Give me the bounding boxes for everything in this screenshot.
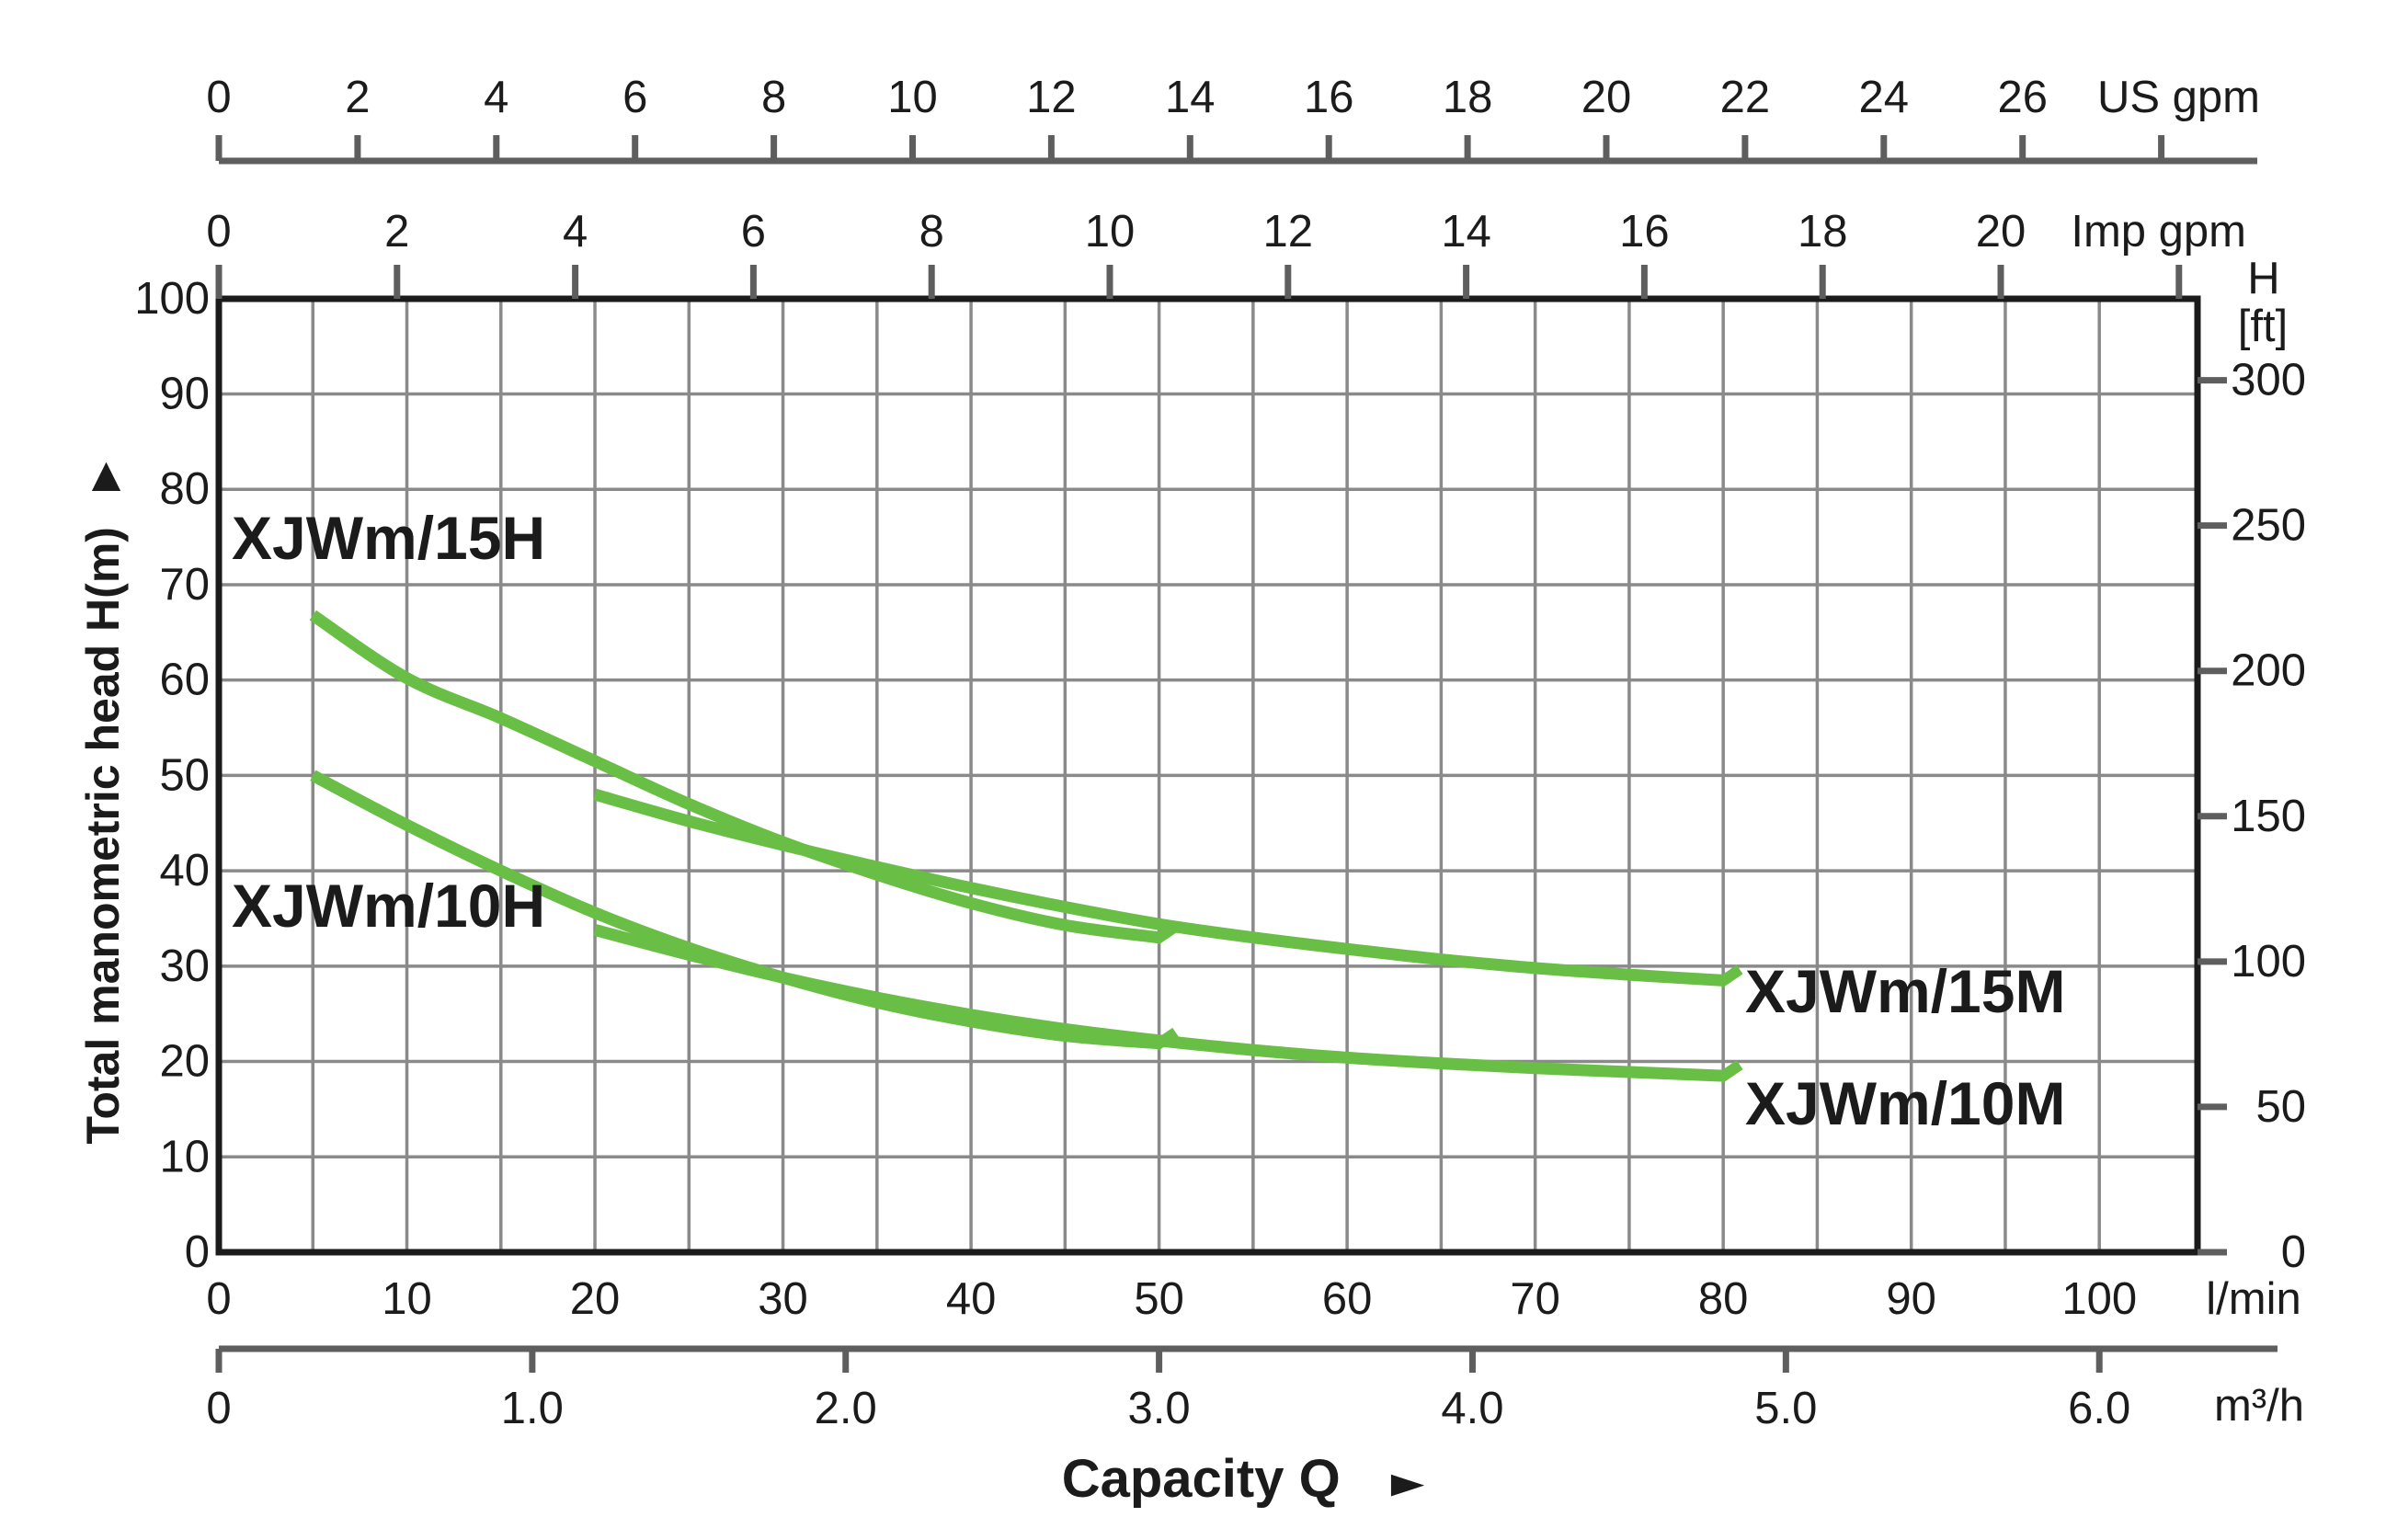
lmin-tick-label: 50 <box>1134 1274 1184 1324</box>
imp-gpm-unit-label: Imp gpm <box>2071 207 2246 257</box>
lmin-tick-label: 60 <box>1322 1274 1373 1324</box>
right-arrow-icon: ► <box>1390 1457 1425 1508</box>
curves-layer <box>309 610 1743 1084</box>
imp-gpm-tick-label: 0 <box>206 207 231 257</box>
head-m-tick-label: 0 <box>185 1227 210 1277</box>
tick-labels-layer: 0 2 4 6 8 10 12 14 16 18 20 22 24 260 2 4 6 8 10 12 14 16 18 20… <box>134 73 2306 1433</box>
pump-curve-xjwm-15m <box>593 788 1724 987</box>
head-m-tick-label: 10 <box>159 1132 210 1181</box>
curve-end-tick <box>1716 964 1743 988</box>
us-gpm-tick-label: 18 <box>1443 73 1493 122</box>
imp-gpm-tick-label: 8 <box>919 207 944 257</box>
imp-gpm-tick-label: 16 <box>1619 207 1670 257</box>
lmin-tick-label: 30 <box>758 1274 808 1324</box>
m3h-unit-label: m³/h <box>2214 1381 2304 1431</box>
head-m-tick-label: 50 <box>159 750 210 800</box>
lmin-tick-label: 90 <box>1886 1274 1936 1324</box>
curve-label-xjwm-10m: XJWm/10M <box>1745 1069 2066 1137</box>
head-ft-tick-label: 150 <box>2231 792 2306 841</box>
head-ft-tick-label: 200 <box>2231 646 2306 696</box>
us-gpm-tick-label: 20 <box>1581 73 1632 122</box>
m3h-tick-label: 3.0 <box>1128 1384 1191 1433</box>
us-gpm-tick-label: 6 <box>622 73 647 122</box>
m3h-tick-label: 1.0 <box>501 1384 564 1433</box>
m3h-tick-label: 6.0 <box>2068 1384 2130 1433</box>
curve-label-xjwm-10h: XJWm/10H <box>232 872 546 940</box>
us-gpm-tick-label: 16 <box>1304 73 1354 122</box>
imp-gpm-tick-label: 10 <box>1085 207 1136 257</box>
imp-gpm-tick-label: 14 <box>1441 207 1491 257</box>
up-arrow-icon: ▲ <box>91 451 121 496</box>
imp-gpm-tick-label: 20 <box>1976 207 2026 257</box>
curve-end-tick <box>1716 1060 1743 1084</box>
curve-label-xjwm-15m: XJWm/15M <box>1745 957 2066 1025</box>
lmin-unit-label: l/min <box>2206 1274 2301 1324</box>
imp-gpm-tick-label: 6 <box>741 207 766 257</box>
us-gpm-tick-label: 14 <box>1165 73 1216 122</box>
us-gpm-tick-label: 10 <box>887 73 938 122</box>
imp-gpm-tick-label: 12 <box>1263 207 1314 257</box>
head-ft-tick-label: 250 <box>2231 501 2306 551</box>
head-m-tick-label: 90 <box>159 370 210 419</box>
lmin-tick-label: 20 <box>570 1274 621 1324</box>
imp-gpm-tick-label: 4 <box>563 207 588 257</box>
lmin-tick-label: 70 <box>1510 1274 1560 1324</box>
lmin-tick-label: 100 <box>2061 1274 2137 1324</box>
imp-gpm-tick-label: 2 <box>384 207 409 257</box>
head-ft-tick-label: 300 <box>2231 356 2306 405</box>
m3h-tick-label: 4.0 <box>1441 1384 1503 1433</box>
us-gpm-tick-label: 4 <box>484 73 508 122</box>
head-m-tick-label: 30 <box>159 941 210 991</box>
m3h-tick-label: 5.0 <box>1754 1384 1817 1433</box>
y-axis-title: Total manometric head H(m) ▲ <box>77 451 129 1145</box>
right-axis-ft-unit-label: [ft] <box>2237 302 2289 351</box>
lmin-tick-label: 80 <box>1698 1274 1749 1324</box>
plot-border <box>215 295 2201 1256</box>
m3h-tick-label: 2.0 <box>815 1384 877 1433</box>
head-m-tick-label: 100 <box>134 274 210 324</box>
head-m-tick-label: 70 <box>159 560 210 610</box>
pump-curve-xjwm-10m <box>593 924 1724 1082</box>
curve-label-xjwm-15h: XJWm/15H <box>232 504 546 572</box>
grid-layer <box>219 299 2198 1252</box>
imp-gpm-tick-label: 18 <box>1798 207 1848 257</box>
pump-curve-xjwm-15h <box>309 610 1160 944</box>
lmin-tick-label: 40 <box>946 1274 997 1324</box>
x-axis-title: Capacity Q ► <box>1062 1453 1425 1506</box>
us-gpm-tick-label: 2 <box>345 73 370 122</box>
us-gpm-tick-label: 8 <box>761 73 786 122</box>
head-ft-tick-label: 50 <box>2255 1082 2306 1132</box>
us-gpm-tick-label: 24 <box>1859 73 1910 122</box>
x-axis-title-text: Capacity Q <box>1061 1449 1341 1509</box>
head-ft-tick-label: 100 <box>2231 937 2306 987</box>
head-m-tick-label: 20 <box>159 1037 210 1087</box>
right-axis-symbol-label: H <box>2247 254 2280 303</box>
axes-layer <box>215 135 2278 1373</box>
us-gpm-unit-label: US gpm <box>2096 73 2260 122</box>
us-gpm-tick-label: 0 <box>206 73 231 122</box>
us-gpm-tick-label: 22 <box>1720 73 1771 122</box>
head-m-tick-label: 80 <box>159 464 210 514</box>
y-axis-title-text: Total manometric head H(m) <box>77 527 129 1145</box>
m3h-tick-label: 0 <box>206 1384 231 1433</box>
head-m-tick-label: 60 <box>159 656 210 705</box>
us-gpm-tick-label: 26 <box>1997 73 2048 122</box>
lmin-tick-label: 0 <box>206 1274 231 1324</box>
us-gpm-tick-label: 12 <box>1026 73 1077 122</box>
head-ft-tick-label: 0 <box>2281 1227 2306 1277</box>
lmin-tick-label: 10 <box>382 1274 432 1324</box>
head-m-tick-label: 40 <box>159 846 210 895</box>
